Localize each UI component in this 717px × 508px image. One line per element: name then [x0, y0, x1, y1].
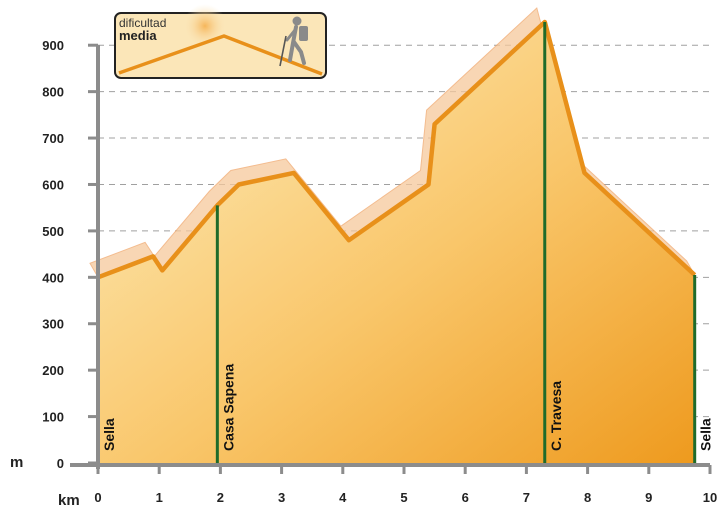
x-axis-ticks: 0 1 2 3 4 5 6 7 8 9 10 [94, 465, 717, 505]
axes [70, 45, 710, 469]
y-axis-ticks: 0 100 200 300 400 500 600 700 800 900 [42, 38, 98, 471]
y-tick-label: 800 [42, 85, 64, 100]
x-tick-label: 10 [703, 490, 717, 505]
x-tick-label: 2 [217, 490, 224, 505]
difficulty-badge: dificultad media [114, 4, 327, 79]
x-axis-unit: km [58, 492, 80, 508]
waypoint-label: Sella [698, 418, 714, 451]
waypoint-label: Sella [101, 418, 117, 451]
y-tick-label: 0 [57, 456, 64, 471]
x-tick-label: 3 [278, 490, 285, 505]
hiker-icon [279, 16, 308, 67]
difficulty-label: dificultad [119, 16, 166, 30]
y-tick-label: 600 [42, 177, 64, 192]
x-tick-label: 0 [94, 490, 101, 505]
x-tick-label: 7 [523, 490, 530, 505]
x-tick-label: 8 [584, 490, 591, 505]
y-axis-unit: m [10, 454, 23, 471]
y-tick-label: 100 [42, 410, 64, 425]
y-tick-label: 400 [42, 270, 64, 285]
y-tick-label: 200 [42, 363, 64, 378]
y-tick-label: 500 [42, 224, 64, 239]
y-tick-label: 900 [42, 38, 64, 53]
y-tick-label: 700 [42, 131, 64, 146]
waypoint-label: C. Travesa [548, 381, 564, 451]
x-tick-label: 5 [400, 490, 407, 505]
x-tick-label: 6 [462, 490, 469, 505]
x-tick-label: 1 [156, 490, 163, 505]
difficulty-level: media [119, 28, 157, 43]
elevation-line [97, 19, 697, 280]
x-tick-label: 4 [339, 490, 347, 505]
waypoint-label: Casa Sapena [220, 364, 236, 451]
x-tick-label: 9 [645, 490, 652, 505]
y-tick-label: 300 [42, 317, 64, 332]
